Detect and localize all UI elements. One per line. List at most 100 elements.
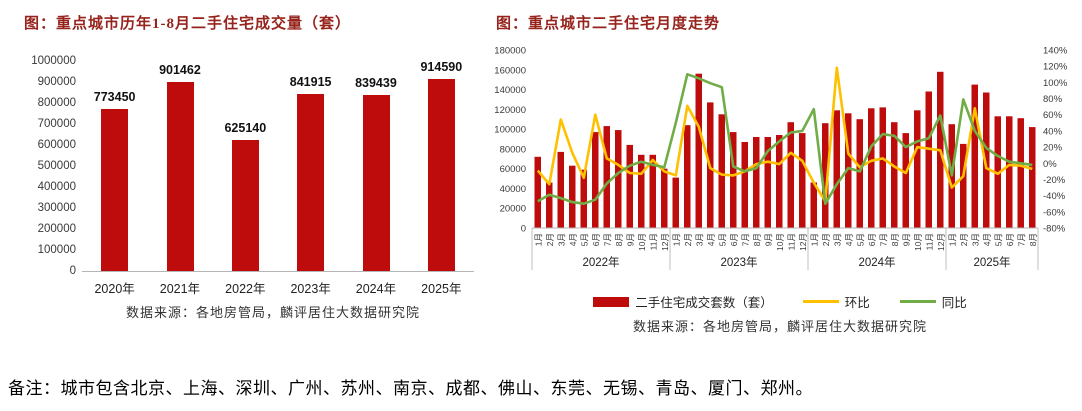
month-tick-label: 12月 [660,233,670,251]
annual-y-tick-label: 600000 [37,139,76,151]
monthly-volume-bar [810,182,817,228]
annual-bar-value-label: 839439 [355,75,397,90]
left-axis-tick-label: 0 [521,224,526,235]
month-tick-label: 2月 [683,233,693,246]
monthly-volume-bar [580,169,587,228]
monthly-volume-bar [868,108,875,228]
month-tick-label: 1月 [533,233,543,246]
month-tick-label: 5月 [717,233,727,246]
legend-item-mom: 环比 [802,292,870,311]
left-axis-tick-label: 120000 [494,105,526,116]
annual-chart-title: 图：重点城市历年1-8月二手住宅成交量（套） [24,16,351,32]
monthly-volume-bar [546,182,553,228]
month-tick-label: 10月 [913,233,923,251]
month-tick-label: 1月 [947,233,957,246]
monthly-volume-bar [1029,127,1036,228]
annual-volume-chart: 图：重点城市历年1-8月二手住宅成交量（套） 0 100000 200000 3000… [12,10,480,346]
monthly-volume-bar [994,116,1001,228]
annual-y-tick-label: 0 [69,265,76,277]
annual-x-tick-label: 2023年 [290,282,331,296]
annual-y-tick-label: 800000 [37,97,76,109]
left-axis-tick-label: 100000 [494,125,526,136]
annual-plot-area: 0 100000 200000 300000 400000 500000 600000 700… [31,55,474,296]
monthly-source-note: 数据来源：各地房管局，麟评居住大数据研究院 [632,319,927,334]
monthly-volume-bar [557,151,564,228]
monthly-volume-bar [764,137,771,228]
month-tick-label: 8月 [614,233,624,246]
month-tick-label: 1月 [671,233,681,246]
month-tick-label: 9月 [901,233,911,246]
right-axis-tick-label: -40% [1043,191,1066,202]
year-group-label: 2024年 [858,255,895,269]
left-axis-tick-label: 80000 [500,144,526,155]
annual-y-tick-label: 400000 [37,181,76,193]
month-tick-label: 4月 [844,233,854,246]
year-group-label: 2025年 [973,255,1010,269]
monthly-volume-bar [879,107,886,228]
annual-y-tick-label: 500000 [37,160,76,172]
month-tick-label: 12月 [936,233,946,251]
monthly-trend-chart: 图：重点城市二手住宅月度走势 0 20000 40000 60000 80000 1000… [482,10,1078,366]
annual-bar-value-label: 901462 [159,62,201,77]
annual-bar-value-label: 773450 [93,89,136,104]
right-axis-tick-label: 20% [1043,143,1063,154]
left-axis-tick-label: 20000 [500,204,526,215]
monthly-volume-bar [1006,116,1013,228]
month-tick-label: 3月 [556,233,566,246]
month-tick-label: 4月 [706,233,716,246]
annual-x-tick-label: 2025年 [421,282,462,296]
monthly-volume-bar [1017,118,1024,228]
annual-volume-bar [166,81,194,271]
month-tick-label: 3月 [832,233,842,246]
month-tick-label: 1月 [809,233,819,246]
monthly-volume-bar [753,137,760,228]
annual-volume-bar [427,78,455,271]
monthly-volume-bar [638,154,645,228]
annual-volume-bar [101,108,129,271]
month-tick-label: 8月 [1028,233,1038,246]
month-tick-label: 4月 [568,233,578,246]
monthly-volume-bar [661,168,668,228]
month-tick-label: 7月 [602,233,612,246]
month-tick-label: 7月 [878,233,888,246]
monthly-volume-bar [569,165,576,228]
month-tick-label: 6月 [867,233,877,246]
annual-y-tick-label: 300000 [37,202,76,214]
volume-bar-swatch-icon [593,296,630,307]
month-tick-label: 6月 [1005,233,1015,246]
annual-source-note: 数据来源：各地房管局，麟评居住大数据研究院 [125,305,420,320]
right-axis-tick-label: -20% [1043,175,1066,186]
month-tick-label: 6月 [591,233,601,246]
month-tick-label: 10月 [775,233,785,251]
annual-x-tick-label: 2020年 [94,282,135,296]
monthly-combo-svg: 0 20000 40000 60000 80000 100000 120000 140000 1… [494,46,1068,270]
monthly-volume-bar [718,114,725,228]
month-tick-label: 2月 [959,233,969,246]
monthly-volume-bar [684,125,691,228]
mom-line [536,66,1033,203]
legend-label-yoy: 同比 [941,296,967,310]
month-tick-label: 7月 [740,233,750,246]
right-axis-tick-label: 60% [1043,110,1063,121]
right-axis-tick-label: 80% [1043,94,1063,105]
right-axis-tick-label: -60% [1043,207,1066,218]
month-tick-label: 9月 [625,233,635,246]
month-tick-label: 3月 [970,233,980,246]
annual-y-tick-label: 200000 [37,223,76,235]
monthly-volume-bar [741,142,748,228]
chart-legend: 二手住宅成交套数（套） 环比 同比 [482,292,1078,311]
left-axis-tick-label: 140000 [494,85,526,96]
right-axis-tick-label: 100% [1043,78,1068,89]
left-axis-tick-label: 160000 [494,65,526,76]
annual-y-tick-label: 900000 [37,76,76,88]
month-tick-label: 2月 [821,233,831,246]
month-tick-label: 6月 [729,233,739,246]
month-tick-label: 5月 [993,233,1003,246]
annual-bar-value-label: 841915 [289,75,332,90]
monthly-volume-bar [845,113,852,228]
monthly-chart-title: 图：重点城市二手住宅月度走势 [496,16,721,32]
left-axis-tick-label: 40000 [500,184,526,195]
annual-x-tick-label: 2021年 [159,282,201,296]
monthly-plot-area: 0 20000 40000 60000 80000 100000 120000 140000 1… [482,40,1078,278]
